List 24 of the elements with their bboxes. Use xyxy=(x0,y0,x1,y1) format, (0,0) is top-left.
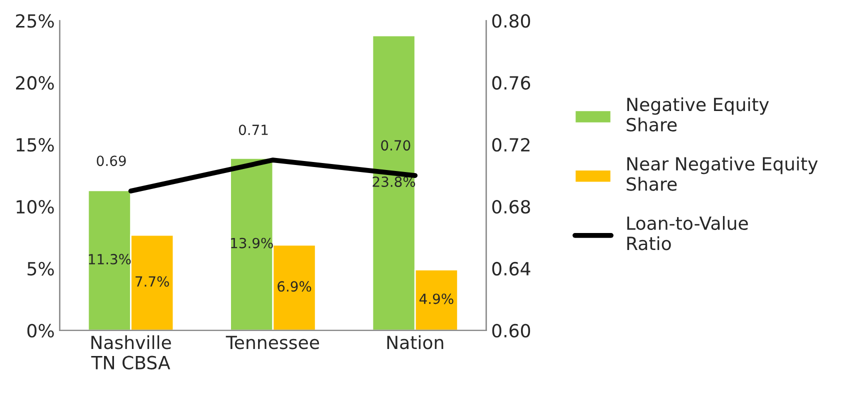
y-tick-label: 5% xyxy=(28,262,54,276)
data-label: 0.70 xyxy=(381,140,410,151)
y-tick-label: 10% xyxy=(16,200,54,214)
x-tick-label: Tennessee xyxy=(226,336,320,350)
data-label: 6.9% xyxy=(278,281,312,292)
data-label: 0.71 xyxy=(238,124,268,136)
y2-tick-label: 0.60 xyxy=(492,324,530,338)
y2-tick-label: 0.76 xyxy=(492,76,530,90)
y-tick-label: 25% xyxy=(16,14,54,28)
data-label: 7.7% xyxy=(136,276,169,287)
y-tick-label: 20% xyxy=(16,76,54,90)
y-tick-label: 15% xyxy=(16,138,54,152)
data-label: 0.69 xyxy=(96,156,126,166)
y2-tick-label: 0.68 xyxy=(492,200,530,214)
legend-label: Near Negative Equity Share xyxy=(626,156,818,191)
data-label: 4.9% xyxy=(419,294,454,304)
legend-label: Negative Equity Share xyxy=(626,97,769,132)
y2-tick-label: 0.64 xyxy=(492,262,530,276)
x-tick-label: Nashville TN CBSA xyxy=(91,335,171,370)
x-tick-label: Nation xyxy=(387,335,444,350)
y2-tick-label: 0.80 xyxy=(492,14,530,28)
y-tick-label: 0% xyxy=(27,324,54,338)
legend-label: Loan-to-Value Ratio xyxy=(627,216,748,250)
y2-tick-label: 0.72 xyxy=(492,138,530,152)
